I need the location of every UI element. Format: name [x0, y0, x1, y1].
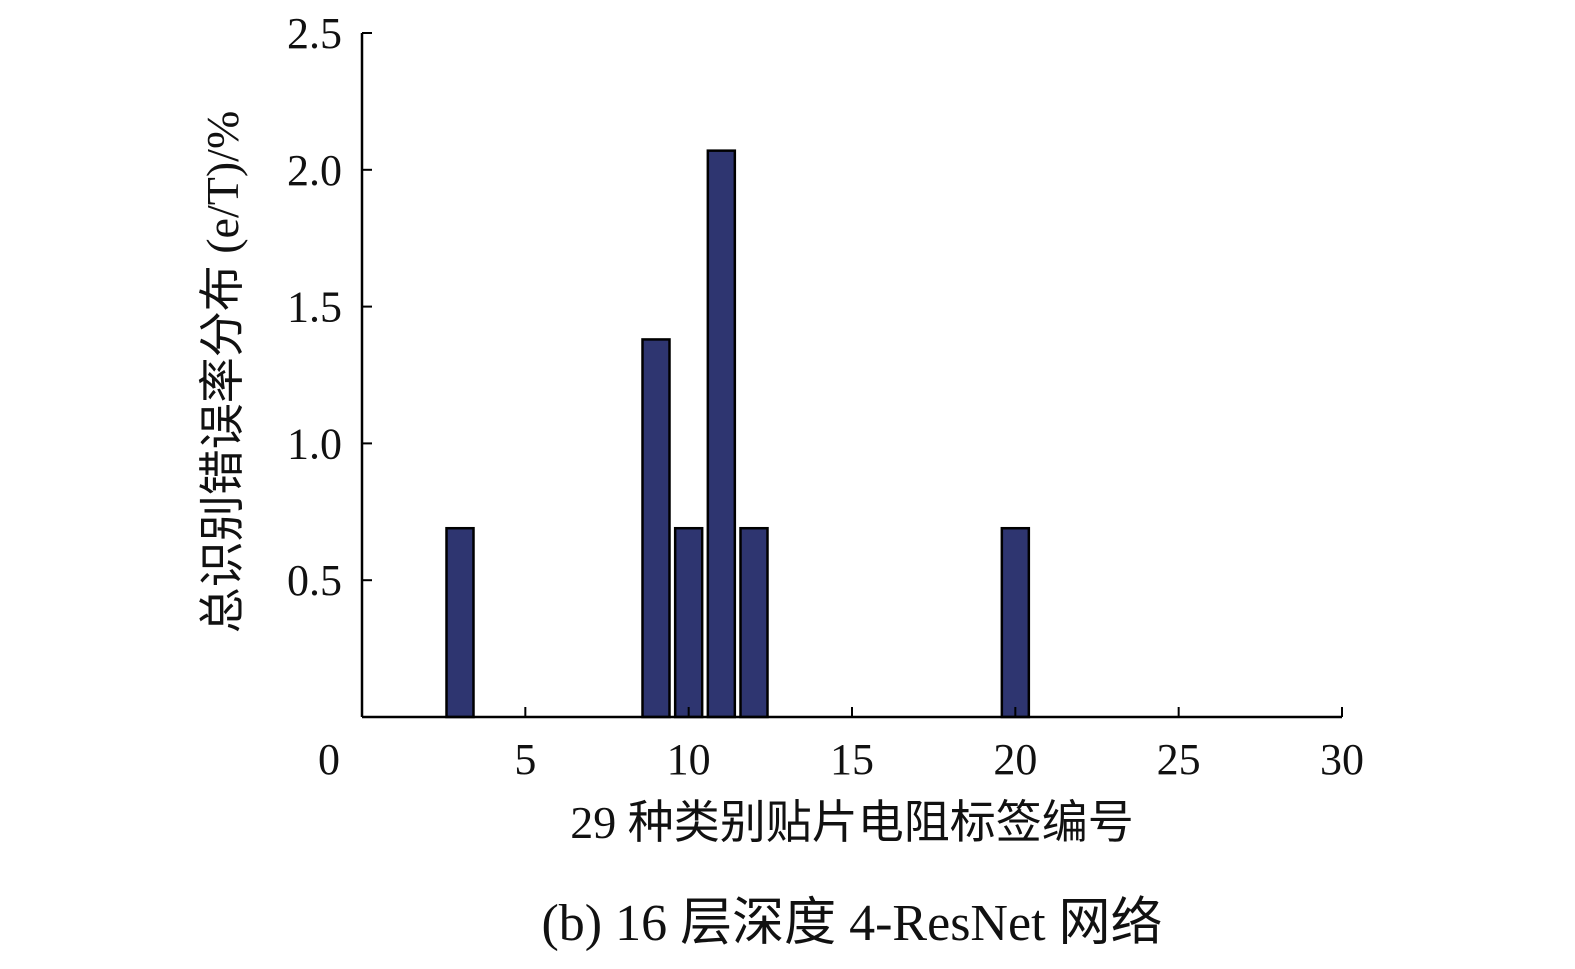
figure-caption: (b) 16 层深度 4-ResNet 网络 [541, 895, 1162, 952]
x-axis-title: 29 种类别贴片电阻标签编号 [570, 797, 1134, 848]
y-tick-label: 2.0 [287, 146, 342, 195]
bars-group [445, 149, 1031, 719]
ticks-group: 0 5 10 15 20 25 30 0.5 1.0 1.5 2.0 2.5 [287, 9, 1364, 784]
x-tick-label: 5 [514, 735, 536, 784]
y-tick-label: 1.0 [287, 419, 342, 468]
y-tick-label: 0.5 [287, 556, 342, 605]
y-tick-label: 1.5 [287, 283, 342, 332]
y-tick-label: 2.5 [287, 9, 342, 58]
x-tick-label: 10 [667, 735, 711, 784]
bar-label-12 [739, 526, 769, 719]
bar-label-10 [673, 526, 704, 719]
x-tick-label: 25 [1157, 735, 1201, 784]
x-tick-label: 15 [830, 735, 874, 784]
x-tick-label: 20 [993, 735, 1037, 784]
y-axis-title: 总识别错误率分布 (e/T)/% [197, 111, 248, 634]
bar-label-11 [706, 149, 737, 719]
x-tick-label: 0 [318, 735, 340, 784]
bar-label-20 [1000, 526, 1031, 719]
x-tick-label: 30 [1320, 735, 1364, 784]
bar-label-9 [641, 338, 671, 719]
axes-group [360, 33, 1342, 719]
bar-label-3 [445, 526, 475, 719]
